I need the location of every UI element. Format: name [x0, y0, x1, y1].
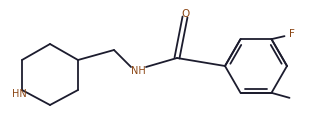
Text: F: F — [289, 29, 294, 39]
Text: HN: HN — [12, 89, 26, 99]
Text: O: O — [181, 9, 189, 19]
Text: NH: NH — [131, 66, 145, 76]
